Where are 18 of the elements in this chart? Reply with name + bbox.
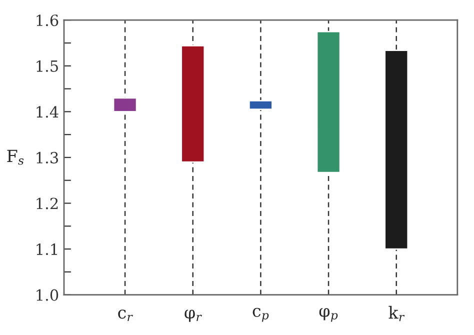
bar xyxy=(180,45,206,163)
bar xyxy=(112,97,138,112)
x-tick-label: φ$_{r}$ xyxy=(184,310,202,322)
bar xyxy=(248,100,273,110)
x-tick-label: c$_{r}$ xyxy=(118,310,133,322)
y-tick-label: 1.2 xyxy=(36,198,58,210)
y-axis-title: F$_{s}$ xyxy=(7,150,24,165)
x-tick-label: c$_{p}$ xyxy=(252,308,269,322)
bar xyxy=(384,50,409,250)
y-tick-label: 1.0 xyxy=(36,289,58,301)
y-tick-label: 1.5 xyxy=(36,60,58,72)
y-tick-label: 1.6 xyxy=(36,14,58,26)
bar xyxy=(316,30,341,174)
x-tick-label: k$_{r}$ xyxy=(388,306,405,322)
y-tick-label: 1.3 xyxy=(36,152,58,164)
y-tick-label: 1.4 xyxy=(36,106,58,118)
y-tick-label: 1.1 xyxy=(36,243,57,256)
x-tick-label: φ$_{p}$ xyxy=(319,308,338,322)
